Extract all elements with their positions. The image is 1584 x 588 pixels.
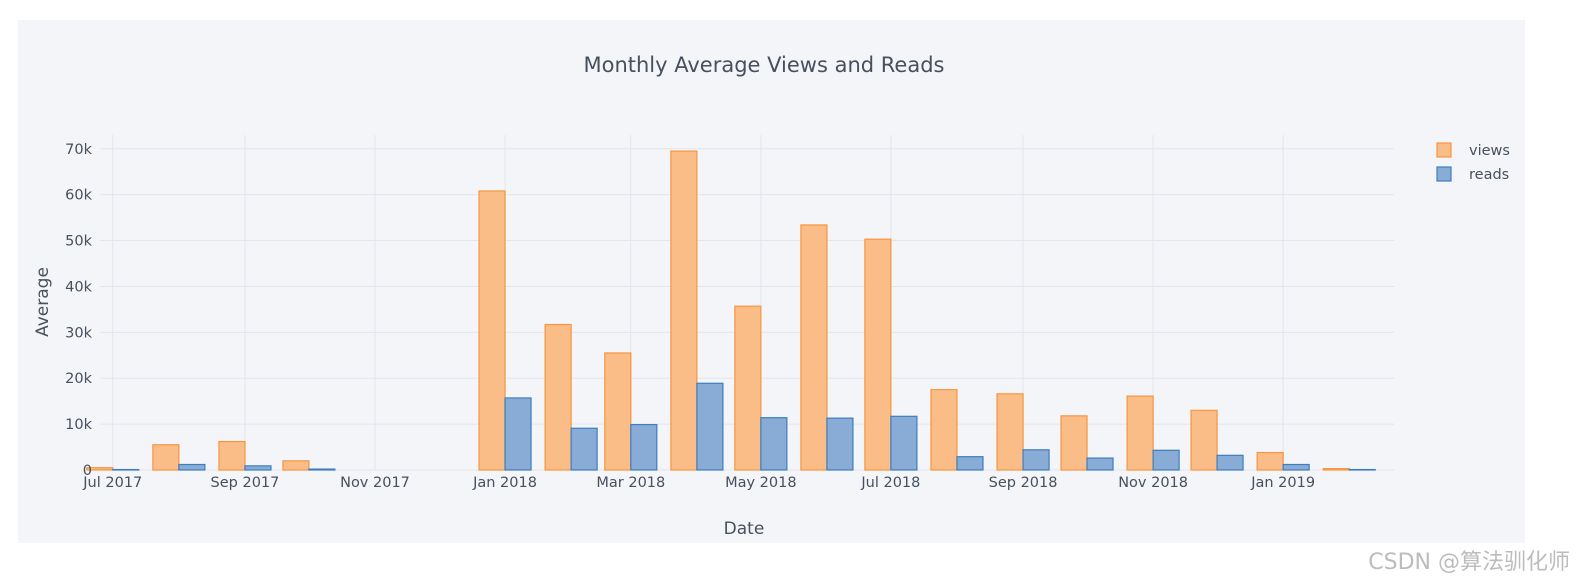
reads-bar[interactable] bbox=[1216, 454, 1244, 471]
ticks-layer: 0 10k 20k 30k 40k 50k 60k 70k Jul 2017 Sep 2017 No… bbox=[65, 142, 1315, 491]
views-bar[interactable] bbox=[930, 389, 958, 471]
y-tick-label: 40k bbox=[65, 279, 92, 295]
legend-swatch-views[interactable] bbox=[1436, 142, 1452, 158]
x-tick-label: May 2018 bbox=[725, 475, 797, 491]
y-tick-label: 50k bbox=[65, 234, 92, 250]
reads-bar[interactable] bbox=[696, 382, 724, 471]
reads-bar[interactable] bbox=[244, 465, 272, 471]
views-bar[interactable] bbox=[1190, 409, 1218, 471]
reads-bar[interactable] bbox=[630, 423, 658, 471]
y-tick-label: 60k bbox=[65, 188, 92, 204]
bars-layer[interactable] bbox=[86, 150, 1376, 471]
reads-bar[interactable] bbox=[1282, 463, 1310, 471]
x-tick-label: Jan 2018 bbox=[472, 475, 537, 491]
views-bar[interactable] bbox=[86, 467, 114, 471]
reads-bar[interactable] bbox=[1086, 457, 1114, 471]
legend-label-reads[interactable]: reads bbox=[1469, 167, 1509, 183]
views-bar[interactable] bbox=[864, 238, 892, 471]
views-bar[interactable] bbox=[1126, 395, 1154, 471]
x-tick-label: Nov 2017 bbox=[340, 475, 410, 491]
reads-bar[interactable] bbox=[826, 417, 854, 471]
chart-title: Monthly Average Views and Reads bbox=[583, 53, 944, 77]
views-bar[interactable] bbox=[996, 393, 1024, 471]
x-tick-label: Sep 2017 bbox=[211, 475, 280, 491]
legend-label-views[interactable]: views bbox=[1469, 143, 1510, 159]
views-bar[interactable] bbox=[1256, 451, 1284, 471]
views-bar[interactable] bbox=[282, 460, 310, 471]
views-bar[interactable] bbox=[544, 323, 572, 471]
y-tick-label: 70k bbox=[65, 142, 92, 158]
reads-bar[interactable] bbox=[956, 456, 984, 471]
reads-bar[interactable] bbox=[504, 397, 532, 471]
reads-bar[interactable] bbox=[760, 417, 788, 471]
y-tick-label: 0 bbox=[83, 463, 92, 479]
views-bar[interactable] bbox=[1322, 468, 1350, 471]
x-tick-label: Nov 2018 bbox=[1118, 475, 1188, 491]
x-tick-label: Jul 2018 bbox=[860, 475, 920, 491]
watermark: CSDN @算法驯化师 bbox=[1368, 550, 1570, 575]
x-axis-title: Date bbox=[724, 519, 765, 539]
views-bar[interactable] bbox=[478, 190, 506, 471]
views-bar[interactable] bbox=[800, 224, 828, 471]
reads-bar[interactable] bbox=[890, 415, 918, 471]
views-bar[interactable] bbox=[604, 352, 632, 471]
views-bar[interactable] bbox=[670, 150, 698, 471]
views-bar[interactable] bbox=[734, 305, 762, 471]
legend[interactable]: views reads bbox=[1436, 142, 1510, 183]
views-bar[interactable] bbox=[1060, 415, 1088, 471]
x-tick-label: Jul 2017 bbox=[82, 475, 142, 491]
views-bar[interactable] bbox=[152, 444, 180, 471]
reads-bar[interactable] bbox=[308, 468, 336, 471]
chart-panel: Monthly Average Views and Reads Average … bbox=[18, 20, 1525, 543]
x-tick-label: Sep 2018 bbox=[989, 475, 1058, 491]
x-tick-label: Mar 2018 bbox=[596, 475, 665, 491]
legend-swatch-reads[interactable] bbox=[1436, 166, 1452, 182]
reads-bar[interactable] bbox=[1152, 449, 1180, 471]
reads-bar[interactable] bbox=[1022, 449, 1050, 471]
x-tick-label: Jan 2019 bbox=[1250, 475, 1315, 491]
y-tick-label: 30k bbox=[65, 325, 92, 341]
y-tick-label: 10k bbox=[65, 417, 92, 433]
views-bar[interactable] bbox=[218, 440, 246, 471]
y-axis-title: Average bbox=[33, 267, 53, 337]
reads-bar[interactable] bbox=[178, 463, 206, 471]
reads-bar[interactable] bbox=[570, 427, 598, 471]
y-tick-label: 20k bbox=[65, 371, 92, 387]
bar-chart: Monthly Average Views and Reads Average … bbox=[33, 53, 1510, 539]
